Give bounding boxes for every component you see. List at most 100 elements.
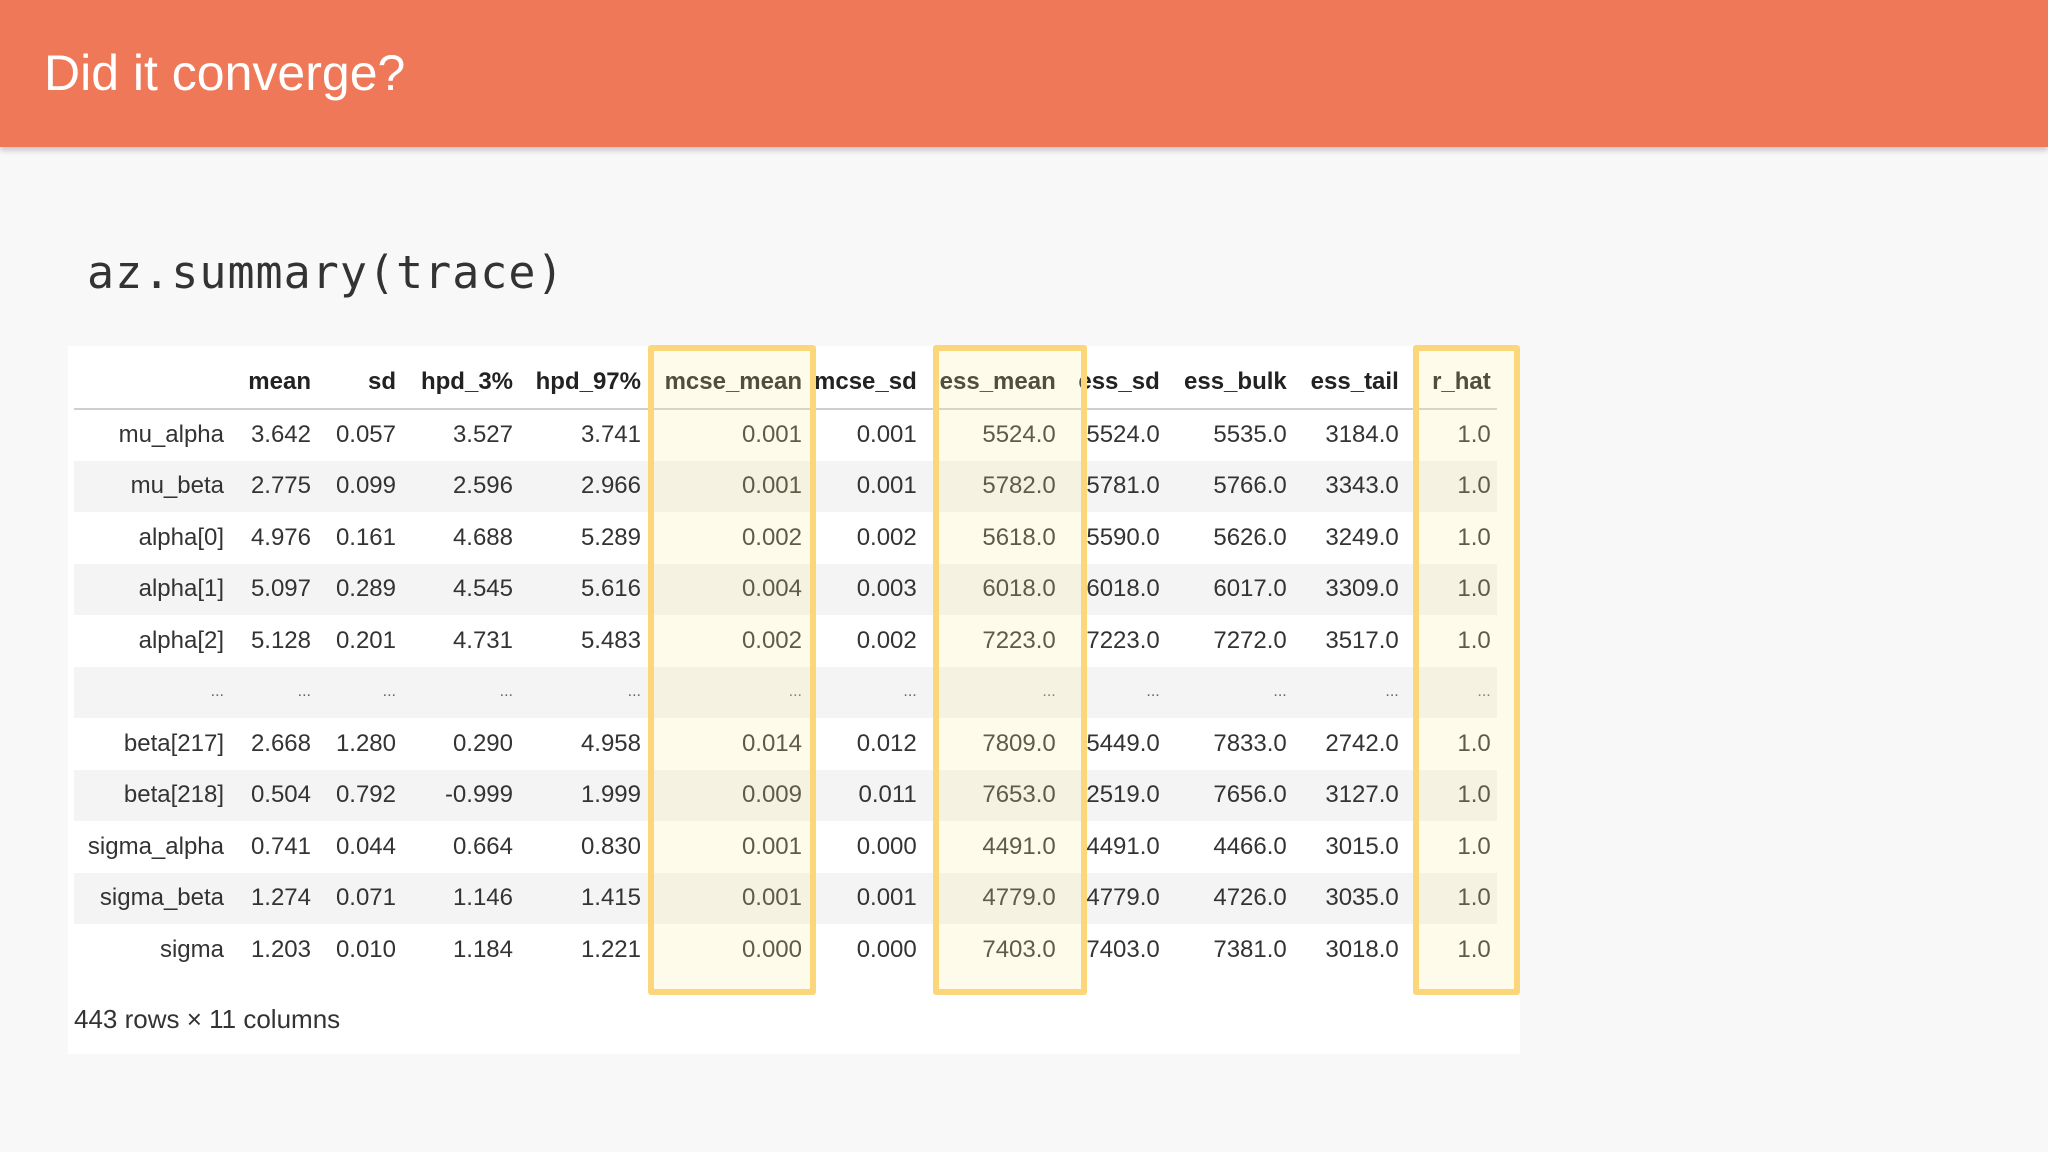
table-cell: 0.001 — [741, 472, 802, 500]
table-cell: 5781.0 — [1086, 472, 1160, 500]
slide-header: Did it converge? — [0, 0, 2048, 147]
table-cell: 1.184 — [452, 935, 513, 963]
table-cell: 6018.0 — [982, 575, 1056, 603]
table-cell: 1.146 — [452, 884, 513, 912]
table-cell: 2.966 — [580, 472, 641, 500]
table-cell: 0.001 — [856, 472, 917, 500]
table-cell: 5.128 — [250, 626, 311, 654]
table-header-row: mean sd hpd_3% hpd_97% mcse_mean mcse_sd ess_m… — [74, 356, 1497, 410]
table-cell: 0.201 — [335, 626, 396, 654]
table-cell: 3.642 — [250, 421, 311, 449]
table-cell: 5626.0 — [1213, 523, 1287, 551]
row-label: sigma_alpha — [87, 832, 224, 860]
table-cell: 0.012 — [856, 729, 917, 757]
row-label: sigma — [159, 935, 224, 963]
table-cell: 0.001 — [741, 421, 802, 449]
table-cell: ... — [788, 683, 802, 701]
table-cell: 0.002 — [856, 523, 917, 551]
table-cell: 1.203 — [250, 935, 311, 963]
table-cell: 1.999 — [580, 781, 641, 809]
table-cell: ... — [627, 683, 641, 701]
column-header: mcse_mean — [647, 356, 808, 410]
table-cell: 3015.0 — [1325, 832, 1399, 860]
table-cell: 0.741 — [250, 832, 311, 860]
table-cell: 4.545 — [452, 575, 513, 603]
table-cell: 1.280 — [335, 729, 396, 757]
table-cell: 1.0 — [1457, 729, 1491, 757]
row-label: beta[218] — [123, 781, 224, 809]
table-cell: 7223.0 — [982, 626, 1056, 654]
table-cell: 2519.0 — [1086, 781, 1160, 809]
table-cell: ... — [1273, 683, 1287, 701]
table-cell: 0.003 — [856, 575, 917, 603]
table-cell: 0.000 — [741, 935, 802, 963]
table-cell: 1.274 — [250, 884, 311, 912]
table-cell: 3.741 — [580, 421, 641, 449]
table-cell: 6017.0 — [1213, 575, 1287, 603]
table-cell: 7272.0 — [1213, 626, 1287, 654]
table-cell: 0.011 — [858, 781, 917, 809]
table-cell: 1.0 — [1457, 626, 1491, 654]
table-cell: 3127.0 — [1325, 781, 1399, 809]
table-cell: 0.002 — [856, 626, 917, 654]
table-cell: 0.161 — [335, 523, 396, 551]
table-row: beta[217] 2.668 1.280 0.290 4.958 0.014 0.012 7… — [74, 718, 1497, 770]
table-cell: 1.221 — [580, 935, 641, 963]
table-cell: 0.099 — [335, 472, 396, 500]
table-cell: 0.000 — [856, 935, 917, 963]
index-header — [74, 356, 230, 410]
row-column-count: 443 rows × 11 columns — [74, 1004, 341, 1034]
table-cell: 0.057 — [335, 421, 396, 449]
table-cell: 1.0 — [1457, 884, 1491, 912]
table-cell: 0.664 — [452, 832, 513, 860]
table-cell: 0.014 — [741, 729, 802, 757]
table-cell: 5.289 — [580, 523, 641, 551]
table-cell: 4.688 — [452, 523, 513, 551]
table-cell: 0.009 — [741, 781, 802, 809]
row-label: ... — [210, 683, 224, 701]
table-cell: ... — [1477, 683, 1491, 701]
table-cell: 0.001 — [741, 884, 802, 912]
column-header: ess_mean — [922, 356, 1062, 410]
column-header: ess_sd — [1061, 356, 1166, 410]
table-cell: 0.071 — [335, 884, 396, 912]
table-cell: 4.731 — [452, 626, 513, 654]
table-cell: 1.0 — [1457, 421, 1491, 449]
table-cell: 3184.0 — [1325, 421, 1399, 449]
code-snippet: az.summary(trace) — [87, 246, 565, 299]
table-cell: 5782.0 — [982, 472, 1056, 500]
slide-title: Did it converge? — [44, 45, 406, 101]
table-cell: 5766.0 — [1213, 472, 1287, 500]
table-cell: 5449.0 — [1086, 729, 1160, 757]
table-cell: 1.0 — [1457, 523, 1491, 551]
table-cell: 1.0 — [1457, 781, 1491, 809]
table-body: mu_alpha 3.642 0.057 3.527 3.741 0.001 0.001 55… — [74, 409, 1497, 976]
row-label: sigma_beta — [99, 884, 224, 912]
table-cell: 5535.0 — [1213, 421, 1287, 449]
table-cell: 0.000 — [856, 832, 917, 860]
table-cell: 3035.0 — [1325, 884, 1399, 912]
table-cell: 0.792 — [335, 781, 396, 809]
table-cell: 3517.0 — [1325, 626, 1399, 654]
table-cell: 7403.0 — [982, 935, 1056, 963]
table-cell: 4491.0 — [982, 832, 1056, 860]
table-cell: 1.415 — [580, 884, 641, 912]
column-header: sd — [317, 356, 402, 410]
table-cell: 0.289 — [335, 575, 396, 603]
table-cell: 7833.0 — [1213, 729, 1287, 757]
column-header: hpd_97% — [519, 356, 647, 410]
table-row: alpha[2] 5.128 0.201 4.731 5.483 0.002 0.002 72… — [74, 615, 1497, 667]
table-cell: ... — [1042, 683, 1056, 701]
table-cell: 1.0 — [1457, 935, 1491, 963]
table-cell: 3343.0 — [1325, 472, 1399, 500]
table-cell: 0.002 — [741, 626, 802, 654]
row-label: mu_alpha — [118, 421, 224, 449]
table-cell: 1.0 — [1457, 832, 1491, 860]
table-cell: 4726.0 — [1213, 884, 1287, 912]
table-cell: 7403.0 — [1086, 935, 1160, 963]
summary-table: mean sd hpd_3% hpd_97% mcse_mean mcse_sd ess_m… — [74, 356, 1497, 976]
table-row: alpha[0] 4.976 0.161 4.688 5.289 0.002 0.002 56… — [74, 512, 1497, 564]
table-cell: 0.010 — [335, 935, 396, 963]
row-label: alpha[1] — [138, 575, 224, 603]
row-label: alpha[2] — [138, 626, 224, 654]
